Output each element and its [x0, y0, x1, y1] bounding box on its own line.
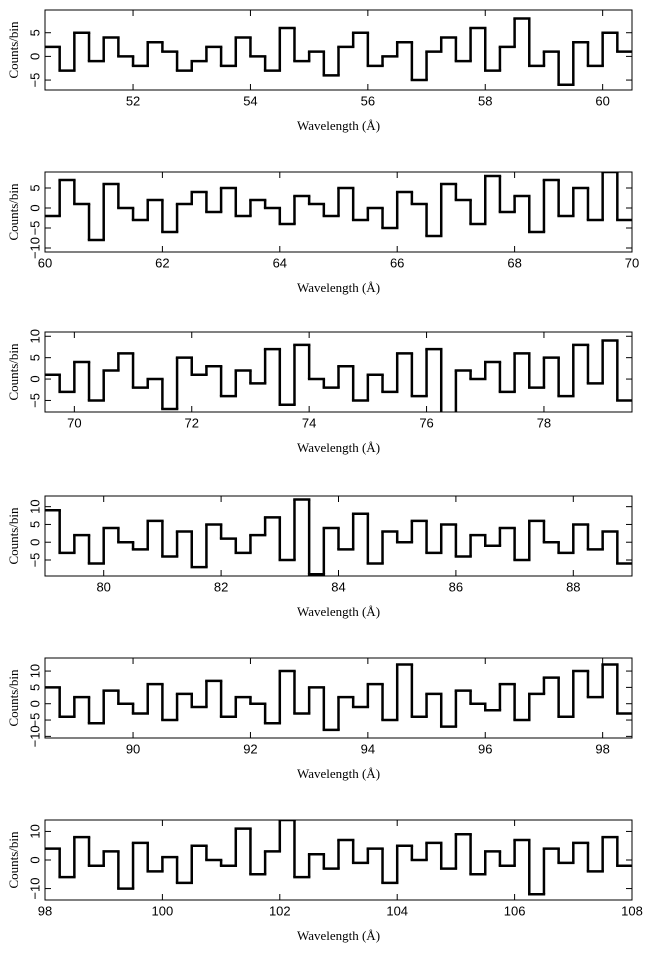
plot-area	[45, 17, 632, 87]
x-tick-label: 100	[152, 903, 174, 918]
y-tick-label: 10	[27, 499, 42, 513]
y-tick-label: −5	[27, 713, 42, 728]
y-tick-label: −10	[27, 725, 42, 747]
x-tick-label: 78	[537, 415, 551, 430]
y-tick-label: 5	[27, 521, 42, 528]
x-tick-label: 62	[155, 255, 169, 270]
x-tick-label: 86	[449, 579, 463, 594]
x-axis-label: Wavelength (Å)	[297, 766, 380, 781]
plot-area	[45, 663, 632, 732]
y-axis-label: Counts/bin	[6, 669, 21, 727]
frame	[44, 9, 633, 91]
y-tick-label: −5	[27, 553, 42, 568]
y-axis-label: Counts/bin	[6, 21, 21, 79]
plot-area	[45, 820, 632, 896]
x-tick-label: 52	[126, 93, 140, 108]
frame	[44, 657, 633, 739]
y-axis-label: Counts/bin	[6, 183, 21, 241]
y-tick-label: 5	[27, 354, 42, 361]
y-tick-label: 0	[27, 700, 42, 707]
y-tick-label: 10	[27, 824, 42, 838]
y-tick-label: 0	[27, 53, 42, 60]
y-tick-label: 0	[27, 204, 42, 211]
x-tick-label: 96	[478, 741, 492, 756]
x-tick-label: 108	[621, 903, 643, 918]
x-tick-label: 56	[361, 93, 375, 108]
frame	[44, 331, 633, 413]
x-axis-label: Wavelength (Å)	[297, 118, 380, 133]
y-tick-label: −10	[27, 878, 42, 900]
y-axis-label: Counts/bin	[6, 831, 21, 889]
y-tick-label: 5	[27, 184, 42, 191]
x-tick-label: 98	[595, 741, 609, 756]
x-tick-label: 104	[386, 903, 408, 918]
y-tick-label: −10	[27, 237, 42, 259]
y-tick-label: −5	[27, 393, 42, 408]
x-axis-label: Wavelength (Å)	[297, 440, 380, 455]
x-tick-label: 72	[185, 415, 199, 430]
x-tick-label: 106	[504, 903, 526, 918]
x-tick-label: 90	[126, 741, 140, 756]
y-tick-label: 0	[27, 539, 42, 546]
x-tick-label: 98	[38, 903, 52, 918]
y-tick-label: 10	[27, 664, 42, 678]
x-tick-label: 64	[273, 255, 287, 270]
x-tick-label: 88	[566, 579, 580, 594]
y-tick-label: 5	[27, 684, 42, 691]
x-axis-label: Wavelength (Å)	[297, 604, 380, 619]
x-tick-label: 70	[625, 255, 639, 270]
plot-area	[45, 339, 632, 412]
x-axis-label: Wavelength (Å)	[297, 928, 380, 943]
y-tick-label: −5	[27, 221, 42, 236]
x-tick-label: 102	[269, 903, 291, 918]
x-axis-label: Wavelength (Å)	[297, 280, 380, 295]
x-tick-label: 60	[38, 255, 52, 270]
y-axis-label: Counts/bin	[6, 343, 21, 401]
x-tick-label: 74	[302, 415, 316, 430]
x-tick-label: 58	[478, 93, 492, 108]
x-tick-label: 94	[361, 741, 375, 756]
plot-area	[45, 498, 632, 576]
x-tick-label: 68	[507, 255, 521, 270]
x-tick-label: 54	[243, 93, 257, 108]
y-tick-label: 5	[27, 29, 42, 36]
y-axis-label: Counts/bin	[6, 507, 21, 565]
x-tick-label: 66	[390, 255, 404, 270]
y-tick-label: 0	[27, 375, 42, 382]
y-tick-label: −5	[27, 73, 42, 88]
plot-area	[45, 172, 632, 242]
x-tick-label: 70	[67, 415, 81, 430]
frame	[44, 171, 633, 253]
x-tick-label: 84	[331, 579, 345, 594]
y-tick-label: 10	[27, 329, 42, 343]
y-tick-label: 0	[27, 856, 42, 863]
x-tick-label: 76	[419, 415, 433, 430]
x-tick-label: 60	[595, 93, 609, 108]
x-tick-label: 92	[243, 741, 257, 756]
x-tick-label: 82	[214, 579, 228, 594]
x-tick-label: 80	[96, 579, 110, 594]
